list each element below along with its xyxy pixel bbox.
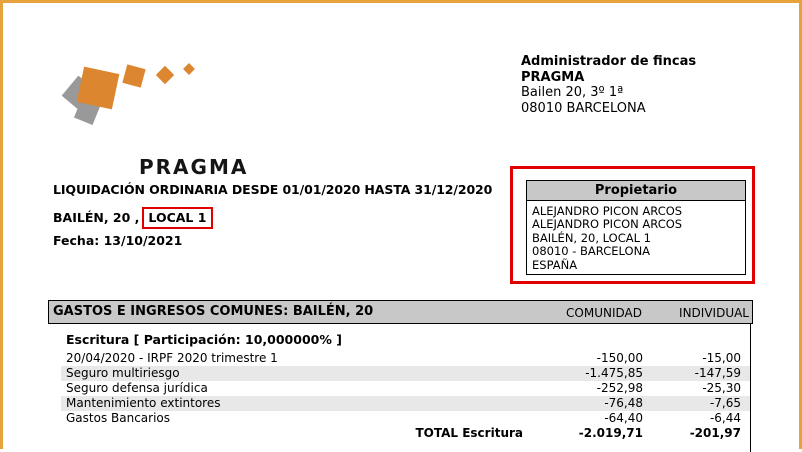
- pragma-logo: PRAGMA: [53, 58, 246, 179]
- table-row: Gastos Bancarios -64,40 -6,44: [61, 411, 750, 426]
- date-line: Fecha: 13/10/2021: [53, 233, 183, 248]
- total-individual-value: -201,97: [689, 426, 741, 440]
- property-address-line: BAILÉN, 20 , LOCAL 1: [53, 207, 214, 229]
- row-comunidad-value: -150,00: [596, 351, 643, 365]
- row-concept: Seguro multiriesgo: [66, 366, 180, 380]
- table-row: Seguro multiriesgo -1.475,85 -147,59: [61, 366, 750, 381]
- section-title: GASTOS E INGRESOS COMUNES: BAILÉN, 20: [53, 304, 374, 319]
- table-right-border: [750, 324, 751, 452]
- table-total-row: TOTAL Escritura -2.019,71 -201,97: [61, 426, 750, 441]
- table-row: Seguro defensa jurídica -252,98 -25,30: [61, 381, 750, 396]
- row-individual-value: -6,44: [709, 411, 741, 425]
- propietario-line: 08010 - BARCELONA: [532, 244, 651, 259]
- row-concept: 20/04/2020 - IRPF 2020 trimestre 1: [66, 351, 278, 365]
- row-concept: Gastos Bancarios: [66, 411, 171, 425]
- total-comunidad-value: -2.019,71: [578, 426, 643, 440]
- row-individual-value: -15,00: [702, 351, 741, 365]
- propietario-highlight-frame: Propietario ALEJANDRO PICON ARCOS ALEJAN…: [510, 166, 755, 284]
- propietario-header: Propietario: [527, 181, 745, 201]
- address-prefix: BAILÉN, 20 ,: [53, 210, 140, 225]
- row-individual-value: -25,30: [702, 381, 741, 395]
- propietario-line: ALEJANDRO PICON ARCOS: [532, 204, 683, 218]
- pragma-logo-text: PRAGMA: [139, 155, 249, 179]
- row-comunidad-value: -76,48: [604, 396, 643, 410]
- column-header-comunidad: COMUNIDAD: [566, 306, 642, 320]
- row-concept: Mantenimiento extintores: [66, 396, 221, 410]
- admin-line-4: 08010 BARCELONA: [521, 100, 646, 116]
- row-individual-value: -147,59: [694, 366, 741, 380]
- expense-table: 20/04/2020 - IRPF 2020 trimestre 1 -150,…: [61, 351, 750, 441]
- row-comunidad-value: -64,40: [604, 411, 643, 425]
- table-row: Mantenimiento extintores -76,48 -7,65: [61, 396, 750, 411]
- admin-line-3: Bailen 20, 3º 1ª: [521, 85, 624, 100]
- admin-line-2: PRAGMA: [521, 69, 585, 85]
- local-highlight-box: LOCAL 1: [142, 207, 214, 229]
- propietario-line: BAILÉN, 20, LOCAL 1: [532, 230, 652, 245]
- propietario-line: ESPAÑA: [532, 257, 578, 272]
- column-header-individual: INDIVIDUAL: [679, 306, 749, 320]
- propietario-box: Propietario ALEJANDRO PICON ARCOS ALEJAN…: [526, 180, 746, 275]
- admin-line-1: Administrador de fincas: [521, 54, 697, 69]
- table-row: 20/04/2020 - IRPF 2020 trimestre 1 -150,…: [61, 351, 750, 366]
- row-comunidad-value: -252,98: [596, 381, 643, 395]
- administrator-block: Administrador de fincas PRAGMA Bailen 20…: [521, 54, 696, 116]
- row-comunidad-value: -1.475,85: [585, 366, 643, 380]
- propietario-details: ALEJANDRO PICON ARCOS ALEJANDRO PICON AR…: [527, 201, 745, 272]
- group-title-escritura: Escritura [ Participación: 10,000000% ]: [66, 332, 342, 347]
- propietario-line: ALEJANDRO PICON ARCOS: [532, 217, 683, 232]
- row-concept: Seguro defensa jurídica: [66, 381, 208, 395]
- row-individual-value: -7,65: [709, 396, 741, 410]
- document-title: LIQUIDACIÓN ORDINARIA DESDE 01/01/2020 H…: [53, 182, 493, 197]
- section-header-bar: GASTOS E INGRESOS COMUNES: BAILÉN, 20 CO…: [48, 300, 753, 324]
- pragma-diamonds-icon: [61, 63, 195, 126]
- total-label: TOTAL Escritura: [415, 426, 523, 440]
